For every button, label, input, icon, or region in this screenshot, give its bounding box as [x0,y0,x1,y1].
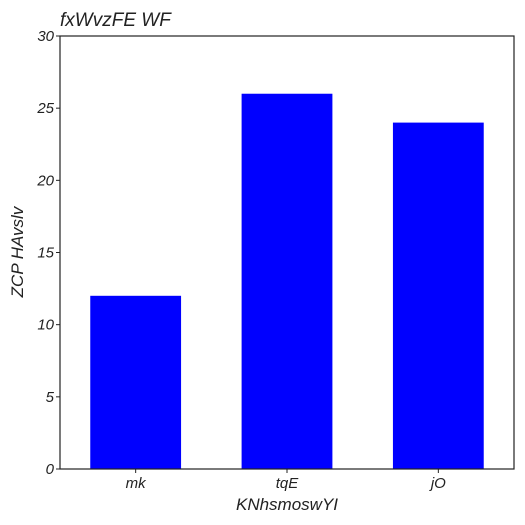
x-tick-label: tqE [276,475,300,492]
x-axis-label: KNhsmoswYI [236,495,338,514]
bar-tqE [241,93,333,469]
y-tick-label: 15 [37,245,54,262]
x-axis-ticks: mk tqE jO [126,469,446,492]
bars [90,93,484,469]
y-axis-ticks: 0 5 10 15 20 25 30 [36,28,60,478]
y-tick-label: 30 [37,28,54,45]
bar-jO [392,122,484,469]
bar-mk [90,295,182,469]
y-tick-label: 10 [37,317,54,334]
x-tick-label: jO [429,475,446,492]
chart-title: fxWvzFE WF [60,10,172,31]
y-tick-label: 0 [46,461,55,478]
y-tick-label: 5 [46,389,55,406]
y-tick-label: 20 [36,172,54,189]
y-axis-label: ZCP HAvslv [8,205,27,298]
y-tick-label: 25 [36,100,54,117]
x-tick-label: mk [126,475,147,492]
